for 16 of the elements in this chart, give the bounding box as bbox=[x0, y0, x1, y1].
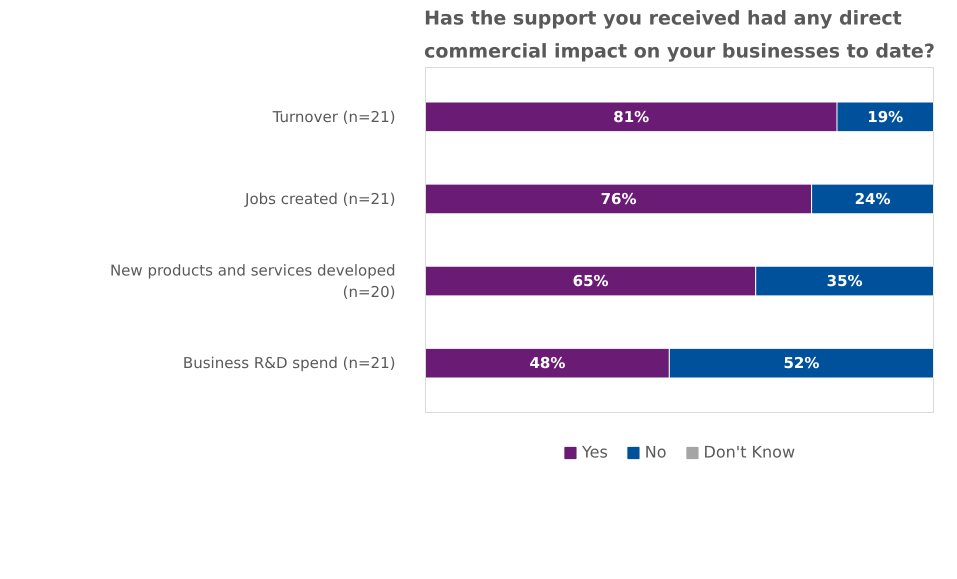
chart-title: Has the support you received had any direct commercial impact on your businesses to date? bbox=[424, 8, 935, 62]
legend-label: Don't Know bbox=[704, 442, 796, 462]
y-tick-label: New products and services developed (n=20) bbox=[110, 261, 396, 301]
data-label: 76% bbox=[600, 190, 636, 208]
legend-label: Yes bbox=[582, 442, 608, 462]
y-tick-label: Jobs created (n=21) bbox=[244, 190, 396, 208]
data-label: 65% bbox=[572, 272, 609, 290]
data-label: 24% bbox=[854, 190, 890, 208]
y-tick-label: Turnover (n=21) bbox=[272, 108, 396, 126]
data-label: 48% bbox=[529, 354, 566, 372]
data-label: 81% bbox=[613, 108, 650, 126]
y-tick-label: Business R&D spend (n=21) bbox=[182, 354, 396, 372]
data-label: 52% bbox=[783, 354, 820, 372]
data-label: 19% bbox=[867, 108, 904, 126]
legend-label: No bbox=[644, 442, 667, 462]
data-label: 35% bbox=[826, 272, 863, 290]
